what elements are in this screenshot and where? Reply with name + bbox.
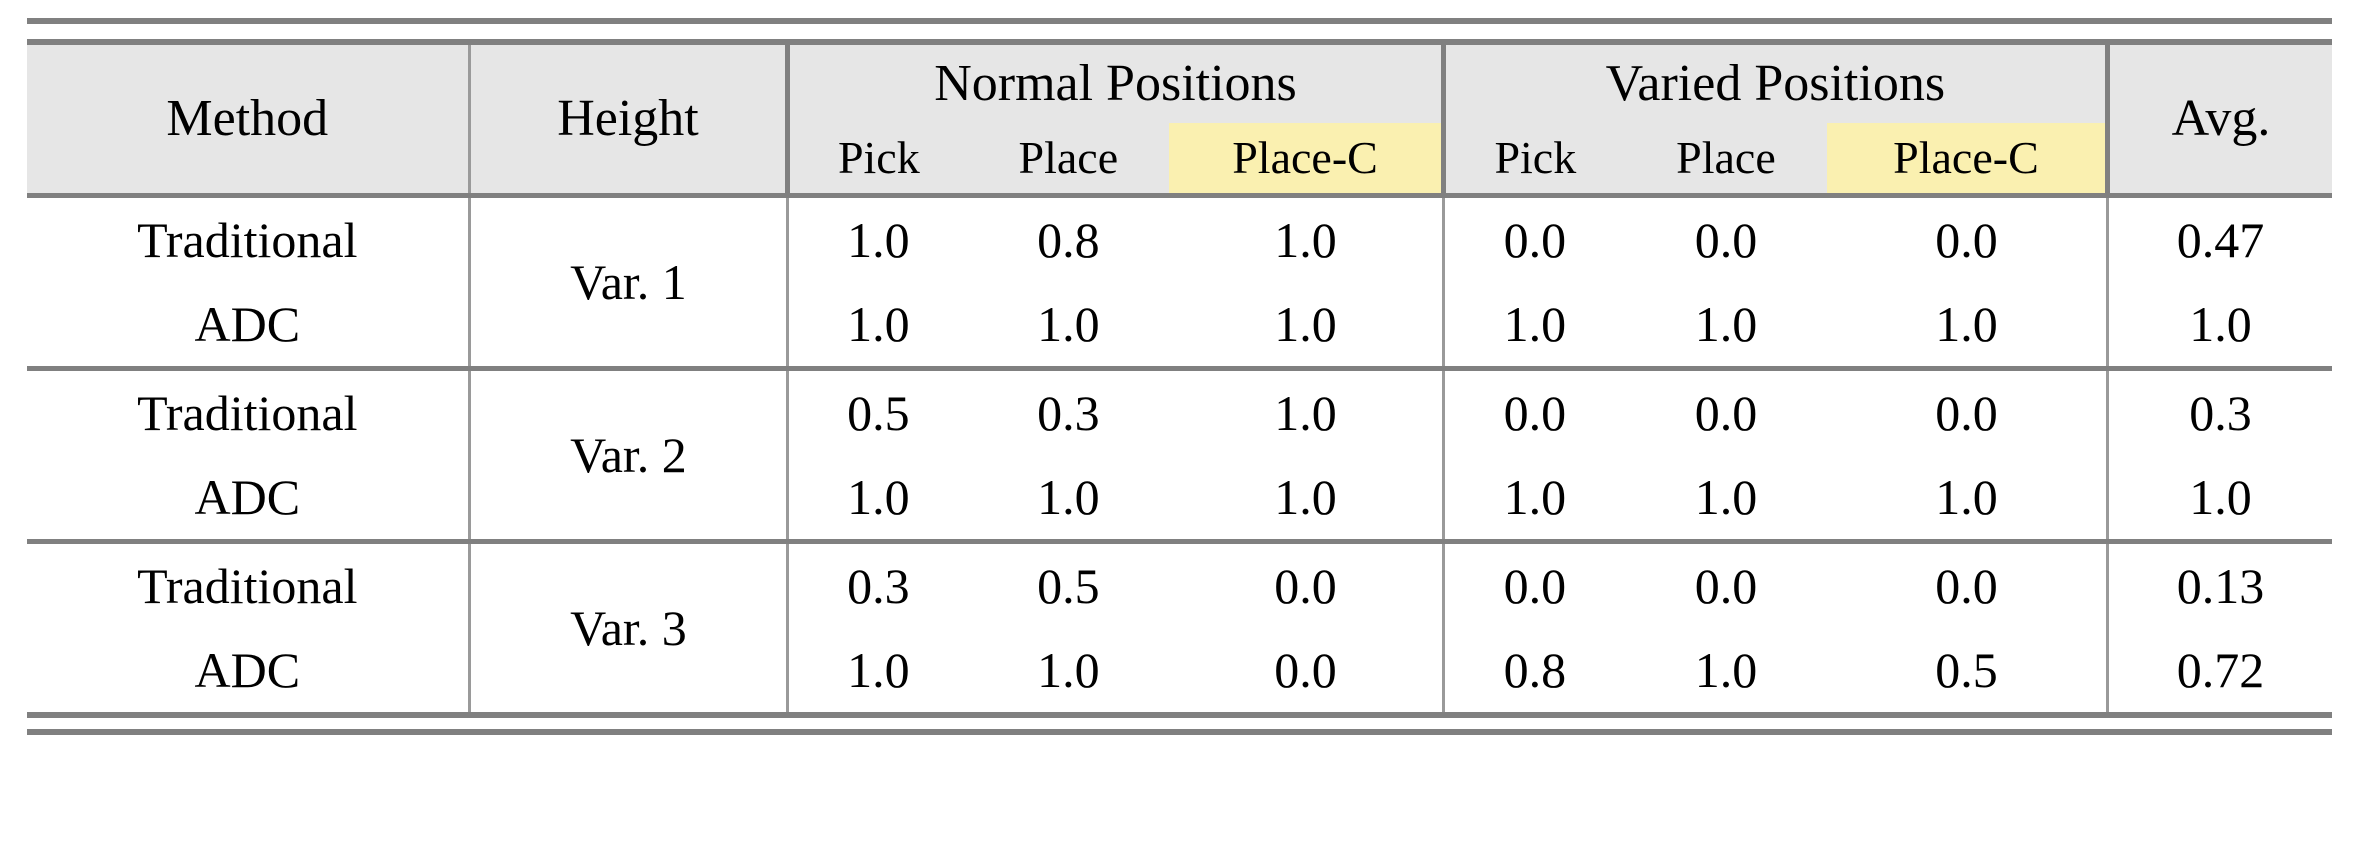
header-method: Method [27, 45, 470, 196]
cell-avg: 0.13 [2106, 539, 2332, 628]
cell-varied-place: 0.0 [1624, 539, 1827, 628]
cell-method: Traditional [27, 193, 470, 282]
header-varied-pick: Pick [1440, 123, 1625, 196]
cell-varied-place: 0.0 [1624, 366, 1827, 455]
cell-avg: 0.3 [2106, 366, 2332, 455]
cell-method: ADC [27, 628, 470, 712]
cell-normal-place-c: 1.0 [1169, 193, 1444, 282]
cell-normal-pick: 1.0 [786, 455, 968, 542]
cell-varied-place: 0.0 [1624, 193, 1827, 282]
cell-height: Var. 3 [467, 539, 788, 712]
cell-height: Var. 2 [467, 366, 788, 542]
cell-height: Var. 1 [467, 193, 788, 369]
cell-avg: 1.0 [2106, 282, 2332, 369]
cell-varied-pick: 0.0 [1441, 193, 1625, 282]
cell-normal-place-c: 1.0 [1169, 366, 1444, 455]
cell-normal-pick: 1.0 [786, 628, 968, 712]
cell-varied-pick: 0.0 [1441, 366, 1625, 455]
table-row: Traditional Var. 1 1.0 0.8 1.0 0.0 0.0 0… [27, 193, 2332, 369]
cell-normal-place: 1.0 [967, 628, 1170, 712]
header-group-normal-positions: Normal Positions [785, 45, 1444, 123]
cell-varied-place-c: 1.0 [1826, 282, 2108, 369]
table-row: Traditional Var. 3 0.3 0.5 0.0 0.0 0.0 0… [27, 539, 2332, 712]
cell-method: Traditional [27, 539, 470, 628]
table-bottom-rule-inner [27, 712, 2332, 718]
cell-normal-place-c: 0.0 [1169, 628, 1444, 712]
cell-normal-pick: 0.3 [786, 539, 968, 628]
cell-method: Traditional [27, 366, 470, 455]
cell-normal-pick: 0.5 [786, 366, 968, 455]
cell-varied-pick: 0.0 [1441, 539, 1625, 628]
cell-normal-place: 0.8 [967, 193, 1170, 282]
cell-avg: 0.47 [2106, 193, 2332, 282]
cell-avg: 1.0 [2106, 455, 2332, 542]
header-row-subcolumns: Pick Place Place-C Pick Place Place-C [27, 123, 2332, 196]
header-normal-place: Place [967, 123, 1170, 196]
table-header: Method Height Normal Positions Varied Po… [27, 45, 2332, 196]
table-bottom-rule-outer [27, 729, 2332, 735]
cell-normal-place-c: 0.0 [1169, 539, 1444, 628]
cell-varied-pick: 1.0 [1441, 455, 1625, 542]
header-group-varied-positions: Varied Positions [1440, 45, 2108, 123]
cell-varied-place-c: 0.0 [1826, 366, 2108, 455]
header-normal-pick: Pick [785, 123, 968, 196]
cell-normal-place: 1.0 [967, 455, 1170, 542]
cell-normal-place-c: 1.0 [1169, 455, 1444, 542]
table-row: ADC 1.0 1.0 1.0 1.0 1.0 1.0 1.0 [27, 282, 2332, 369]
cell-avg: 0.72 [2106, 628, 2332, 712]
table-top-rule-outer [27, 18, 2332, 24]
cell-varied-place: 1.0 [1624, 455, 1827, 542]
table-row: ADC 1.0 1.0 0.0 0.8 1.0 0.5 0.72 [27, 628, 2332, 712]
header-height: Height [467, 45, 788, 196]
cell-method: ADC [27, 282, 470, 369]
table-body: Traditional Var. 1 1.0 0.8 1.0 0.0 0.0 0… [27, 193, 2332, 712]
table-top-rule-inner [27, 39, 2332, 45]
table-bottom-rule-gap [27, 718, 2332, 729]
header-varied-place-c: Place-C [1826, 123, 2108, 196]
cell-varied-place-c: 0.0 [1826, 539, 2108, 628]
cell-varied-place-c: 1.0 [1826, 455, 2108, 542]
cell-varied-place-c: 0.0 [1826, 193, 2108, 282]
table-top-rule-gap [27, 24, 2332, 39]
cell-normal-pick: 1.0 [786, 282, 968, 369]
cell-normal-place-c: 1.0 [1169, 282, 1444, 369]
cell-normal-place: 1.0 [967, 282, 1170, 369]
table-row: Traditional Var. 2 0.5 0.3 1.0 0.0 0.0 0… [27, 366, 2332, 542]
cell-method: ADC [27, 455, 470, 542]
results-table: Method Height Normal Positions Varied Po… [27, 45, 2332, 712]
cell-normal-place: 0.5 [967, 539, 1170, 628]
header-row-groups: Method Height Normal Positions Varied Po… [27, 45, 2332, 196]
cell-varied-place-c: 0.5 [1826, 628, 2108, 712]
cell-varied-place: 1.0 [1624, 628, 1827, 712]
cell-varied-pick: 0.8 [1441, 628, 1625, 712]
header-varied-place: Place [1624, 123, 1827, 196]
header-normal-place-c: Place-C [1169, 123, 1444, 196]
results-table-container: Method Height Normal Positions Varied Po… [27, 18, 2332, 735]
cell-varied-pick: 1.0 [1441, 282, 1625, 369]
cell-varied-place: 1.0 [1624, 282, 1827, 369]
table-row: ADC 1.0 1.0 1.0 1.0 1.0 1.0 1.0 [27, 455, 2332, 542]
cell-normal-pick: 1.0 [786, 193, 968, 282]
header-avg: Avg. [2105, 45, 2332, 196]
cell-normal-place: 0.3 [967, 366, 1170, 455]
